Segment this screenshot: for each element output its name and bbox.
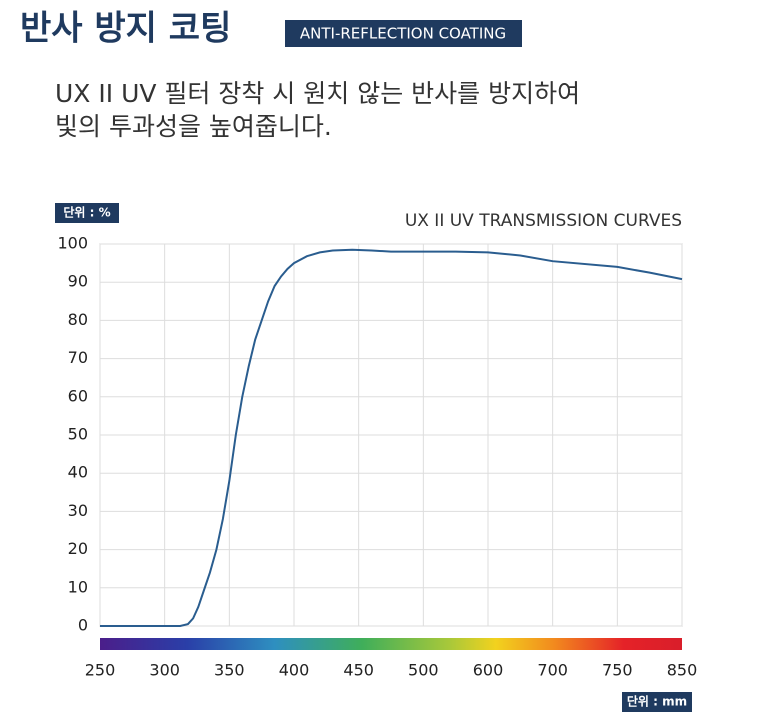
x-tick-label: 450 — [343, 661, 374, 680]
chart-title: UX II UV TRANSMISSION CURVES — [405, 211, 682, 231]
description-line: UX II UV 필터 장착 시 원치 않는 반사를 방지하여 — [55, 79, 580, 108]
y-tick-label: 80 — [68, 310, 88, 329]
x-tick-label: 300 — [149, 661, 180, 680]
transmission-curve — [100, 248, 683, 627]
x-tick-label: 600 — [473, 661, 504, 680]
y-tick-label: 50 — [68, 425, 88, 444]
y-tick-label: 10 — [68, 577, 88, 596]
y-tick-label: 30 — [68, 501, 88, 520]
y-tick-label: 90 — [68, 272, 88, 291]
x-tick-label: 750 — [602, 661, 633, 680]
page-title: 반사 방지 코팅 — [20, 9, 231, 49]
y-tick-label: 70 — [68, 348, 88, 367]
y-unit: 단위 : % — [63, 205, 110, 220]
x-tick-label: 850 — [667, 661, 698, 680]
y-tick-label: 20 — [68, 539, 88, 558]
y-tick-label: 100 — [57, 234, 88, 253]
x-tick-label: 400 — [279, 661, 310, 680]
description-line: 빛의 투과성을 높여줍니다. — [55, 112, 332, 141]
x-tick-label: 350 — [214, 661, 245, 680]
x-unit: 단위 : mm — [627, 694, 687, 709]
x-tick-label: 700 — [537, 661, 568, 680]
y-tick-label: 40 — [68, 463, 88, 482]
x-tick-label: 250 — [85, 661, 116, 680]
badge-box — [285, 20, 522, 47]
y-tick-label: 60 — [68, 386, 88, 405]
badge: ANTI-REFLECTION COATING — [300, 25, 506, 43]
spectrum-bar — [100, 638, 682, 650]
x-tick-label: 500 — [408, 661, 439, 680]
unit-box — [622, 692, 692, 712]
unit-box — [55, 203, 119, 223]
y-tick-label: 0 — [78, 616, 88, 635]
